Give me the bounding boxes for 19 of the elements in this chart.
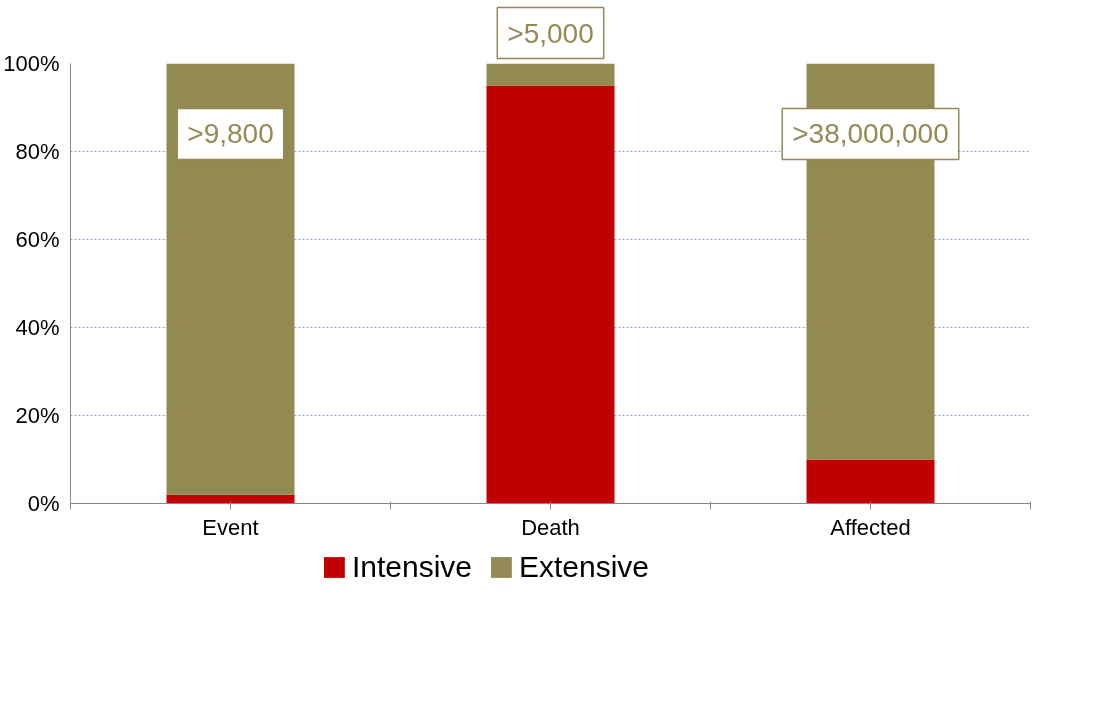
legend-label: Intensive [351,550,472,584]
y-tick-label: 0% [27,491,60,516]
y-tick-label: 40% [15,315,60,340]
x-tick-label: Death [521,514,580,540]
x-tick-label: Event [202,514,259,540]
annotation: >38,000,000 [792,118,949,150]
y-tick-label: 100% [3,51,60,76]
bar [806,459,935,504]
legend-label: Extensive [518,550,650,584]
bar [166,63,295,495]
y-tick-label: 60% [15,227,60,252]
bar [486,85,615,504]
y-tick-label: 20% [15,403,60,428]
x-tick-label: Affected [830,514,911,540]
bar [166,494,295,504]
text: >5,000 [507,17,594,49]
annotation: >9,800 [187,118,274,150]
y-tick-label: 80% [15,139,60,164]
bar [486,63,615,86]
